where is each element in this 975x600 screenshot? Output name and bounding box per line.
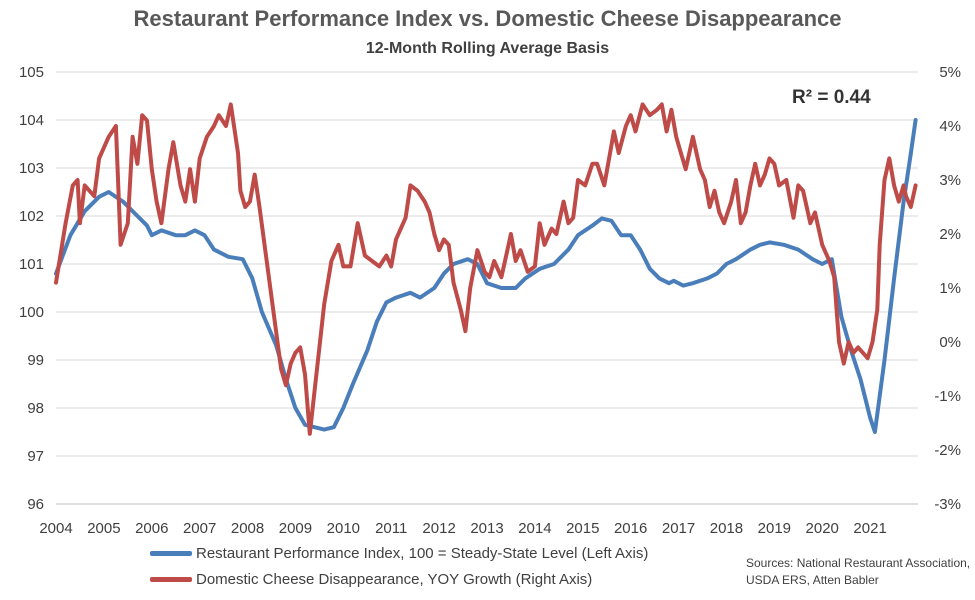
x-tick-label: 2009 bbox=[279, 520, 312, 537]
right-tick-label: -3% bbox=[934, 496, 961, 513]
gridlines bbox=[56, 71, 918, 505]
x-tick-label: 2012 bbox=[422, 520, 455, 537]
legend-swatch-red bbox=[150, 577, 192, 582]
right-tick-label: 5% bbox=[939, 64, 961, 81]
x-tick-label: 2015 bbox=[566, 520, 599, 537]
legend-item-cheese-disappearance: Domestic Cheese Disappearance, YOY Growt… bbox=[150, 571, 592, 588]
x-tick-label: 2014 bbox=[518, 520, 551, 537]
x-tick-label: 2005 bbox=[87, 520, 120, 537]
left-axis-ticks: 96 97 98 99 100 101 102 103 104 105 bbox=[19, 64, 44, 513]
series-line-cheese-disappearance bbox=[54, 102, 918, 436]
left-tick-label: 103 bbox=[19, 160, 44, 177]
left-tick-label: 97 bbox=[27, 448, 44, 465]
left-tick-label: 104 bbox=[19, 112, 44, 129]
r-squared-annotation: R² = 0.44 bbox=[792, 87, 871, 108]
x-tick-label: 2018 bbox=[710, 520, 743, 537]
left-tick-label: 105 bbox=[19, 64, 44, 81]
right-tick-label: -1% bbox=[934, 388, 961, 405]
x-tick-label: 2006 bbox=[135, 520, 168, 537]
legend-item-restaurant-index: Restaurant Performance Index, 100 = Stea… bbox=[150, 545, 648, 562]
x-axis-ticks: 2004 2005 2006 2007 2008 2009 2010 2011 2012 2013… bbox=[39, 520, 886, 537]
right-tick-label: 2% bbox=[939, 226, 961, 243]
left-tick-label: 102 bbox=[19, 208, 44, 225]
chart-subtitle: 12-Month Rolling Average Basis bbox=[365, 40, 610, 57]
right-tick-label: 3% bbox=[939, 172, 961, 189]
legend-swatch-blue bbox=[150, 551, 192, 556]
right-tick-label: -2% bbox=[934, 442, 961, 459]
left-tick-label: 96 bbox=[27, 496, 44, 513]
legend-label: Restaurant Performance Index, 100 = Stea… bbox=[196, 545, 649, 562]
right-tick-label: 4% bbox=[939, 118, 961, 135]
left-tick-label: 101 bbox=[19, 256, 44, 273]
right-tick-label: 0% bbox=[939, 334, 961, 351]
x-tick-label: 2020 bbox=[806, 520, 839, 537]
x-tick-label: 2013 bbox=[470, 520, 503, 537]
x-tick-label: 2016 bbox=[614, 520, 647, 537]
left-tick-label: 99 bbox=[27, 352, 44, 369]
right-axis-ticks: -3% -2% -1% 0% 1% 2% 3% 4% 5% bbox=[934, 64, 961, 513]
left-tick-label: 98 bbox=[27, 400, 44, 417]
x-tick-label: 2008 bbox=[231, 520, 264, 537]
chart-title: Restaurant Performance Index vs. Domesti… bbox=[133, 6, 842, 31]
x-tick-label: 2007 bbox=[183, 520, 216, 537]
x-tick-label: 2019 bbox=[758, 520, 791, 537]
x-tick-label: 2004 bbox=[39, 520, 72, 537]
series-lines bbox=[54, 102, 918, 436]
legend-label: Domestic Cheese Disappearance, YOY Growt… bbox=[196, 571, 593, 588]
sources-note: Sources: National Restaurant Association… bbox=[746, 556, 971, 587]
series-line-restaurant-index bbox=[54, 118, 918, 434]
x-tick-label: 2021 bbox=[853, 520, 886, 537]
x-tick-label: 2011 bbox=[375, 520, 407, 537]
right-tick-label: 1% bbox=[939, 280, 961, 297]
x-tick-label: 2010 bbox=[327, 520, 360, 537]
x-tick-label: 2017 bbox=[662, 520, 695, 537]
left-tick-label: 100 bbox=[19, 304, 44, 321]
